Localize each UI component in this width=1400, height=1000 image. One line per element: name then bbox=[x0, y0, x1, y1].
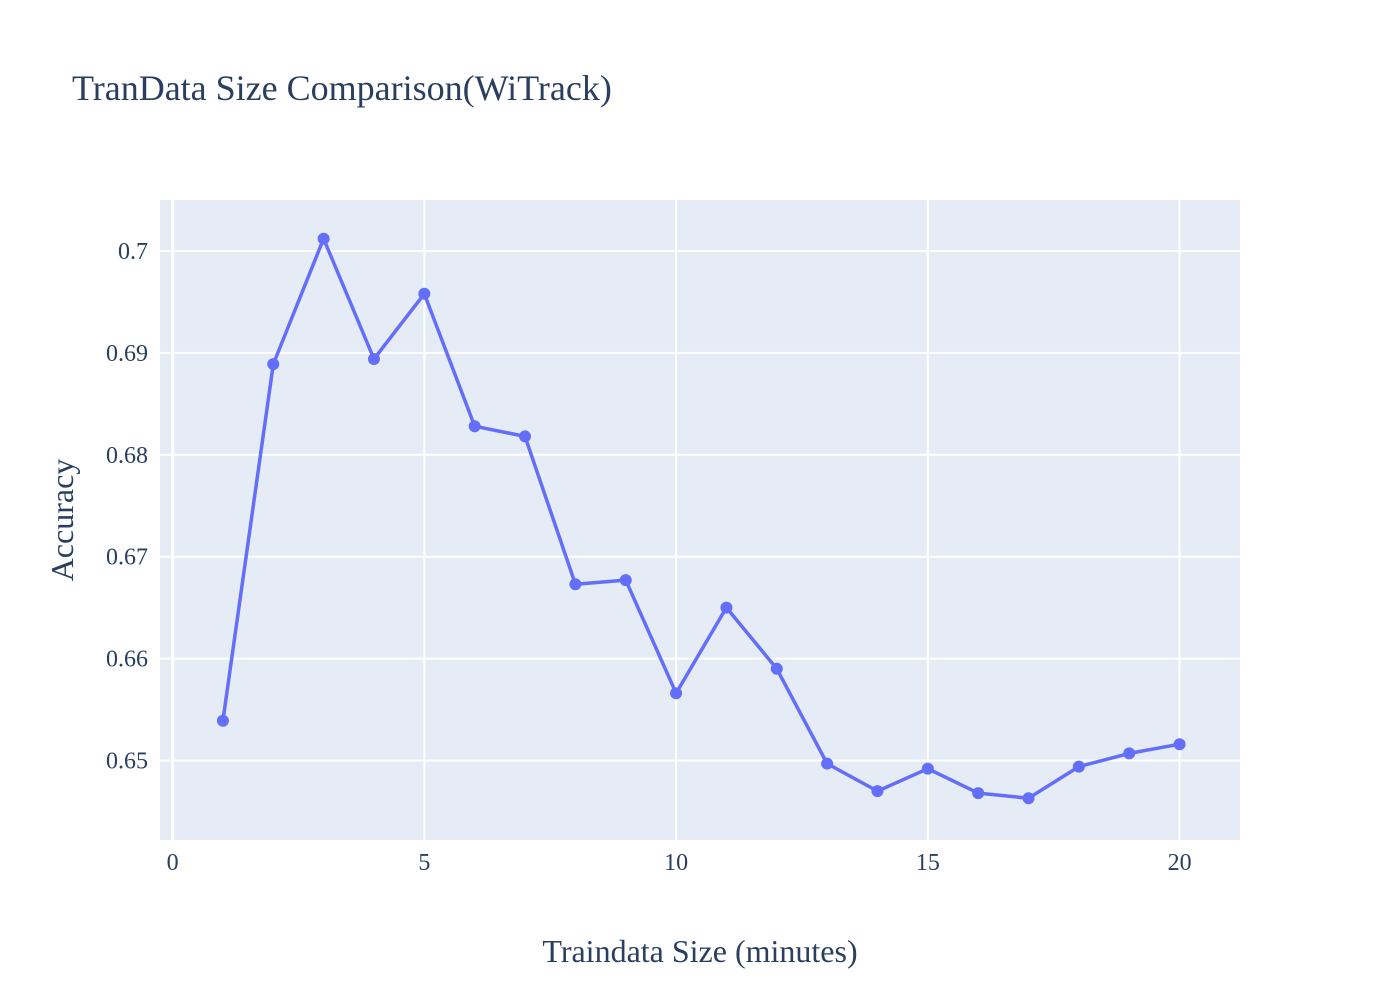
chart-title: TranData Size Comparison(WiTrack) bbox=[72, 68, 612, 108]
series-line bbox=[221, 236, 1180, 800]
x-tick-label: 10 bbox=[664, 850, 688, 876]
x-axis-title: Traindata Size (minutes) bbox=[542, 933, 857, 969]
data-point bbox=[871, 785, 884, 798]
x-tick-label: 20 bbox=[1168, 850, 1192, 876]
data-point bbox=[720, 601, 733, 614]
data-point bbox=[519, 430, 532, 443]
data-point bbox=[972, 787, 985, 800]
y-tick-label: 0.7 bbox=[118, 239, 148, 265]
data-point bbox=[1022, 792, 1035, 805]
gridlines bbox=[160, 200, 1240, 840]
data-point bbox=[317, 232, 330, 245]
y-tick-label: 0.69 bbox=[106, 341, 148, 367]
x-tick-label: 5 bbox=[418, 850, 430, 876]
data-point bbox=[367, 352, 380, 365]
data-point bbox=[569, 578, 582, 591]
y-axis-ticks: 0.65 0.66 0.67 0.68 0.69 0.7 bbox=[106, 239, 148, 775]
data-point bbox=[1123, 747, 1136, 760]
series-group bbox=[216, 232, 1186, 805]
x-axis-ticks: 0 5 10 15 20 bbox=[167, 850, 1192, 876]
x-tick-label: 0 bbox=[167, 850, 179, 876]
y-tick-label: 0.66 bbox=[106, 647, 148, 673]
x-tick-label: 15 bbox=[916, 850, 940, 876]
plot-area bbox=[160, 200, 1240, 840]
data-point bbox=[468, 420, 481, 433]
data-point bbox=[619, 574, 632, 587]
y-tick-label: 0.68 bbox=[106, 443, 148, 469]
data-point bbox=[418, 287, 431, 300]
data-point bbox=[670, 687, 683, 700]
data-point bbox=[921, 762, 934, 775]
y-axis-title: Accuracy bbox=[44, 459, 80, 582]
data-point bbox=[1173, 738, 1186, 751]
y-tick-label: 0.65 bbox=[106, 749, 148, 775]
data-point bbox=[216, 714, 229, 727]
data-point bbox=[770, 662, 783, 675]
data-point bbox=[821, 757, 834, 770]
data-point bbox=[1072, 760, 1085, 773]
y-tick-label: 0.67 bbox=[106, 545, 148, 571]
data-point bbox=[267, 358, 280, 371]
